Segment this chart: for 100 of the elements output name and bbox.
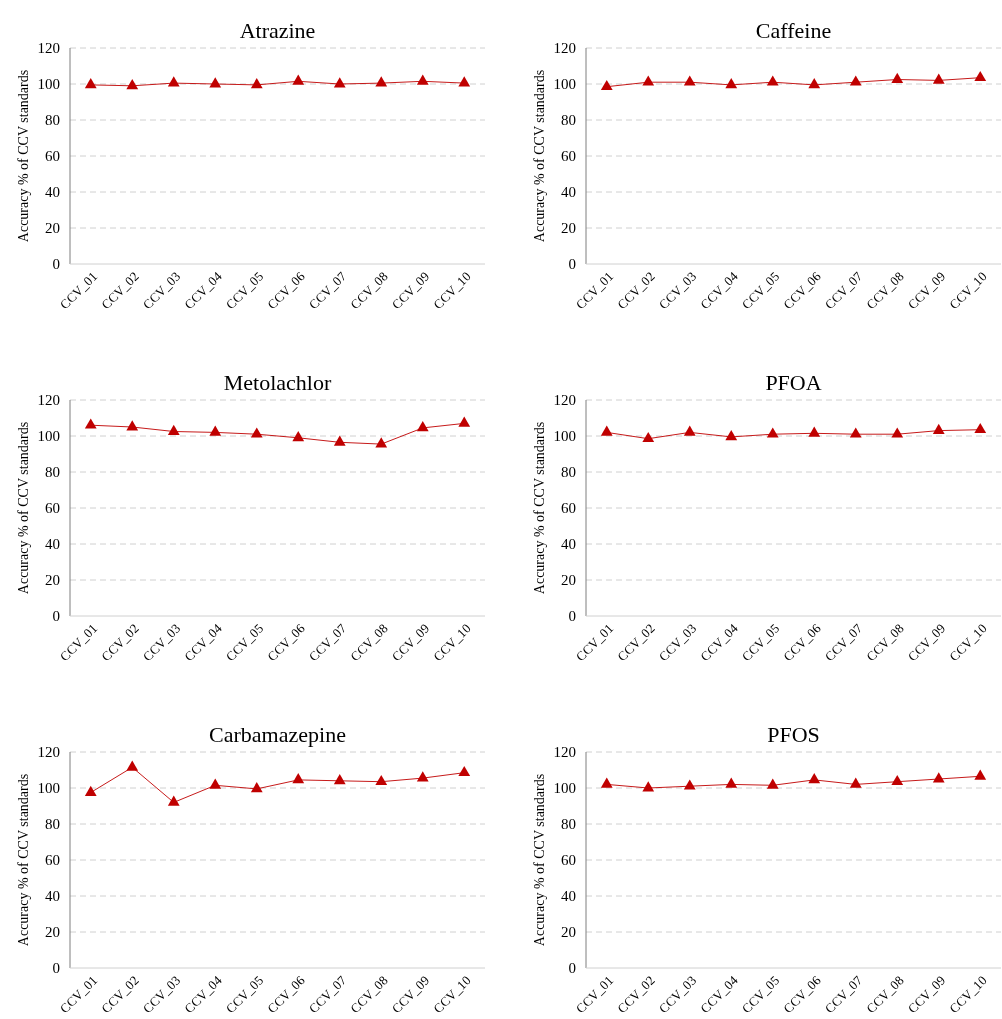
point xyxy=(891,72,904,83)
chart-title: Carbamazepine xyxy=(209,722,346,747)
point xyxy=(209,778,222,789)
point xyxy=(333,435,346,446)
point xyxy=(766,427,779,438)
y-tick-label: 20 xyxy=(561,220,576,237)
point xyxy=(167,795,180,806)
y-tick-label: 40 xyxy=(45,536,60,553)
y-tick-label: 120 xyxy=(553,40,576,57)
point xyxy=(167,424,180,435)
y-axis-title: Accuracy % of CCV standards xyxy=(532,773,547,947)
point xyxy=(209,425,222,436)
chart-title: PFOA xyxy=(765,370,822,395)
point xyxy=(725,430,738,441)
point xyxy=(292,431,305,442)
y-tick-label: 40 xyxy=(561,184,576,201)
point xyxy=(808,773,821,784)
point xyxy=(600,425,613,436)
point xyxy=(725,777,738,788)
y-tick-label: 100 xyxy=(37,76,60,93)
point xyxy=(375,437,388,448)
point xyxy=(458,765,471,777)
y-tick-label: 60 xyxy=(561,148,576,165)
point xyxy=(642,781,655,792)
y-tick-label: 40 xyxy=(561,888,576,905)
point xyxy=(642,75,655,86)
y-tick-label: 20 xyxy=(45,220,60,237)
point xyxy=(416,421,429,432)
point xyxy=(683,425,696,436)
point xyxy=(849,75,862,86)
chart-title: Atrazine xyxy=(239,18,316,43)
point xyxy=(974,769,987,780)
y-tick-label: 0 xyxy=(52,256,60,273)
y-tick-label: 60 xyxy=(561,852,576,869)
y-axis-title: Accuracy % of CCV standards xyxy=(16,421,31,595)
point xyxy=(932,73,945,84)
y-tick-label: 20 xyxy=(561,572,576,589)
y-tick-label: 60 xyxy=(45,148,60,165)
y-tick-label: 120 xyxy=(553,744,576,761)
y-tick-label: 120 xyxy=(37,392,60,409)
point xyxy=(766,778,779,789)
point xyxy=(683,75,696,86)
point xyxy=(84,785,97,796)
y-axis-title: Accuracy % of CCV standards xyxy=(532,421,547,595)
y-axis-title: Accuracy % of CCV standards xyxy=(532,69,547,243)
y-tick-label: 0 xyxy=(568,256,576,273)
point xyxy=(600,777,613,788)
point xyxy=(642,431,655,443)
y-tick-label: 80 xyxy=(561,464,576,481)
y-tick-label: 40 xyxy=(45,184,60,201)
point xyxy=(974,422,987,434)
point xyxy=(891,427,904,438)
point xyxy=(375,774,388,786)
y-tick-label: 40 xyxy=(561,536,576,553)
y-tick-label: 40 xyxy=(45,888,60,905)
point xyxy=(808,426,821,437)
chart-title: Metolachlor xyxy=(223,370,332,395)
y-tick-label: 60 xyxy=(45,852,60,869)
y-tick-label: 0 xyxy=(568,608,576,625)
point xyxy=(600,79,613,91)
y-tick-label: 20 xyxy=(561,924,576,941)
y-tick-label: 60 xyxy=(561,500,576,517)
point xyxy=(891,774,904,786)
point xyxy=(333,774,346,785)
point xyxy=(932,423,945,434)
point xyxy=(126,420,139,431)
chart-title: PFOS xyxy=(767,722,820,747)
y-tick-label: 80 xyxy=(45,464,60,481)
point xyxy=(250,427,263,438)
y-axis-title: Accuracy % of CCV standards xyxy=(16,69,31,243)
y-tick-label: 80 xyxy=(45,816,60,833)
y-tick-label: 100 xyxy=(37,428,60,445)
y-tick-label: 80 xyxy=(561,816,576,833)
y-tick-label: 100 xyxy=(553,428,576,445)
point xyxy=(683,779,696,790)
y-tick-label: 20 xyxy=(45,924,60,941)
y-tick-label: 120 xyxy=(37,40,60,57)
point xyxy=(458,416,471,427)
y-tick-label: 100 xyxy=(37,780,60,797)
point xyxy=(849,777,862,788)
y-tick-label: 0 xyxy=(52,608,60,625)
y-tick-label: 80 xyxy=(45,112,60,129)
point xyxy=(250,782,263,793)
y-tick-label: 120 xyxy=(37,744,60,761)
y-tick-label: 20 xyxy=(45,572,60,589)
point xyxy=(766,75,779,86)
chart-title: Caffeine xyxy=(755,18,832,43)
y-tick-label: 0 xyxy=(568,960,576,977)
y-tick-label: 120 xyxy=(553,392,576,409)
point xyxy=(932,772,945,783)
y-axis-title: Accuracy % of CCV standards xyxy=(16,773,31,947)
point xyxy=(849,427,862,438)
point xyxy=(292,773,305,784)
point xyxy=(725,78,738,89)
point xyxy=(416,771,429,782)
point xyxy=(808,78,821,89)
y-tick-label: 100 xyxy=(553,780,576,797)
y-tick-label: 80 xyxy=(561,112,576,129)
point xyxy=(126,760,139,771)
point xyxy=(84,418,97,429)
